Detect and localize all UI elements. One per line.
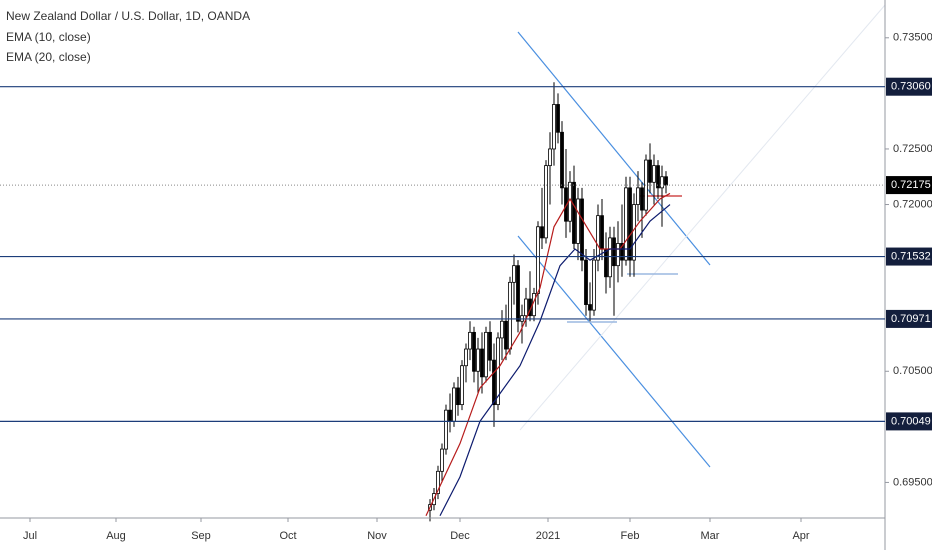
x-tick-label: Sep — [191, 530, 211, 542]
x-tick-label: Oct — [279, 530, 296, 542]
candle-body — [464, 348, 468, 367]
legend-entry: EMA (20, close) — [6, 50, 91, 64]
y-tick-label: 0.72000 — [893, 198, 932, 210]
candle-body — [540, 226, 544, 239]
candle-body — [512, 265, 516, 283]
level-label: 0.70971 — [891, 313, 931, 325]
level-label-box — [886, 247, 932, 266]
candle-body — [448, 409, 452, 422]
candle-body — [652, 165, 656, 183]
candle-body — [636, 187, 640, 205]
candle-body — [516, 265, 520, 322]
candle-body — [548, 148, 552, 167]
candle-body — [580, 198, 584, 261]
candle-body — [488, 331, 492, 361]
ema-line — [425, 192, 671, 517]
x-tick-label: Mar — [701, 530, 720, 542]
candle-body — [452, 387, 456, 422]
candle-body — [504, 320, 508, 350]
candle-body — [524, 298, 528, 317]
candle-body — [624, 187, 628, 261]
y-tick-label: 0.70500 — [893, 365, 932, 377]
candle-body — [480, 348, 484, 378]
candle-body — [640, 187, 644, 211]
candle-body — [468, 331, 472, 350]
y-tick-label: 0.73500 — [893, 32, 932, 44]
candle-body — [620, 243, 624, 261]
candle-body — [444, 409, 448, 450]
candle-body — [496, 337, 500, 406]
candle-body — [544, 165, 548, 239]
candle-body — [472, 331, 476, 372]
candle-body — [556, 104, 560, 133]
level-label-box — [886, 77, 932, 96]
candle-body — [552, 104, 556, 150]
candle-body — [608, 237, 612, 278]
x-tick-label: Aug — [106, 530, 126, 542]
candle-body — [596, 215, 600, 261]
x-tick-label: Feb — [621, 530, 640, 542]
last-price-box — [886, 176, 932, 195]
trend-line — [517, 31, 711, 266]
level-label: 0.71532 — [891, 250, 931, 262]
y-tick-label: 0.72500 — [893, 143, 932, 155]
candle-body — [604, 248, 608, 278]
candle-body — [592, 259, 596, 311]
candle-body — [664, 176, 668, 186]
level-label: 0.70049 — [891, 415, 931, 427]
candle-body — [656, 165, 660, 189]
last-price-label: 0.72175 — [891, 179, 931, 191]
candle-body — [440, 448, 444, 472]
x-tick-label: 2021 — [536, 530, 560, 542]
candle-body — [476, 348, 480, 372]
candle-body — [612, 237, 616, 267]
candle-body — [616, 243, 620, 267]
candle-body — [600, 215, 604, 250]
candle-body — [536, 226, 540, 294]
candle-body — [588, 304, 592, 311]
candle-body — [628, 187, 632, 261]
candle-body — [484, 331, 488, 378]
x-tick-label: Apr — [792, 530, 809, 542]
y-tick-label: 0.69500 — [893, 476, 932, 488]
candle-body — [456, 387, 460, 406]
candle-body — [632, 204, 636, 261]
candle-body — [648, 159, 652, 183]
level-label-box — [886, 412, 932, 431]
candle-body — [572, 181, 576, 244]
trend-line — [517, 235, 711, 468]
candle-body — [564, 187, 568, 222]
candle-body — [576, 198, 580, 244]
x-tick-label: Jul — [23, 530, 37, 542]
chart-title: New Zealand Dollar / U.S. Dollar, 1D, OA… — [6, 9, 250, 23]
candle-body — [508, 281, 512, 350]
candle-body — [492, 359, 496, 406]
level-label: 0.73060 — [891, 81, 931, 93]
candle-body — [660, 176, 664, 189]
trend-line — [519, 4, 886, 431]
candle-body — [560, 131, 564, 189]
candle-body — [436, 470, 440, 494]
candle-body — [584, 259, 588, 305]
level-label-box — [886, 309, 932, 328]
candle-body — [460, 365, 464, 406]
x-tick-label: Nov — [367, 530, 387, 542]
plot — [425, 82, 671, 522]
candle-body — [500, 320, 504, 339]
x-tick-label: Dec — [450, 530, 470, 542]
legend-entry: EMA (10, close) — [6, 30, 91, 44]
